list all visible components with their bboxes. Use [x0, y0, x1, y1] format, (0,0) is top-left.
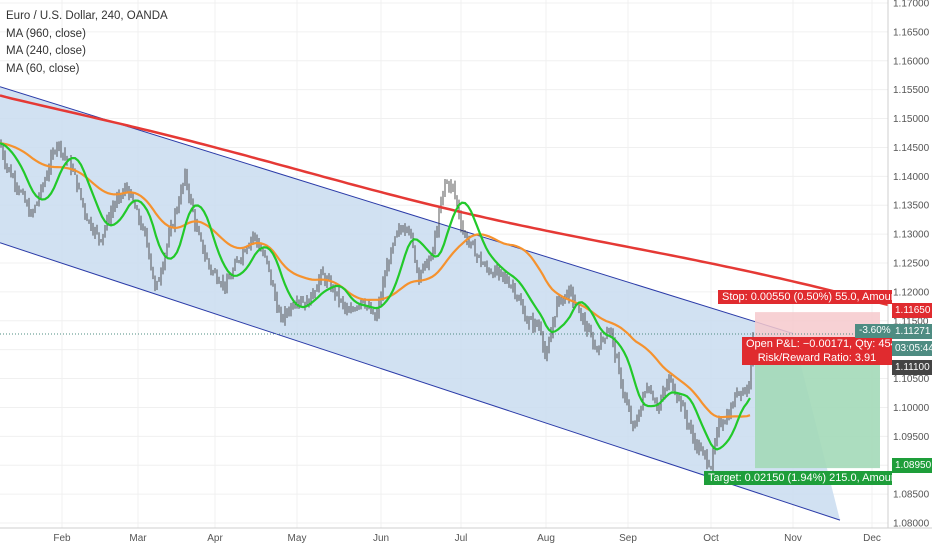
- y-tick-label: 1.13000: [893, 230, 930, 241]
- ma-960-line[interactable]: [0, 94, 889, 307]
- target-price-tag: 1.08950: [892, 458, 932, 473]
- target-label[interactable]: Target: 0.02150 (1.94%) 215.0, Amount: [704, 471, 892, 485]
- candles: [0, 139, 754, 473]
- open-pl-label[interactable]: Open P&L: −0.00171, Qty: 4545: [742, 337, 892, 351]
- legend-ma-60[interactable]: MA (60, close): [6, 62, 80, 75]
- stop-label[interactable]: Stop: 0.00550 (0.50%) 55.0, Amount: [718, 290, 892, 304]
- time-axis: Feb Mar Apr May Jun Jul Aug Sep Oct Nov Dec: [53, 533, 881, 544]
- y-tick-label: 1.17000: [893, 0, 930, 10]
- entry-price-tag: 1.11100: [892, 360, 932, 375]
- y-tick-label: 1.10500: [893, 374, 930, 385]
- x-tick-label: Jul: [455, 533, 468, 544]
- y-tick-label: 1.16000: [893, 56, 930, 67]
- ma-60-line[interactable]: [0, 142, 751, 451]
- risk-reward-label[interactable]: Risk/Reward Ratio: 3.91: [742, 351, 892, 365]
- y-tick-label: 1.16500: [893, 27, 930, 38]
- chart-legend: Euro / U.S. Dollar, 240, OANDA MA (960, …: [6, 8, 168, 78]
- x-tick-label: Feb: [53, 533, 71, 544]
- x-tick-label: Jun: [373, 533, 389, 544]
- y-tick-label: 1.11500: [893, 316, 929, 327]
- ma-240-line[interactable]: [0, 142, 751, 419]
- countdown-tag: 03:05:44: [892, 341, 932, 356]
- x-tick-label: Mar: [129, 533, 147, 544]
- stop-price-tag: 1.11650: [892, 303, 932, 318]
- legend-ma-960[interactable]: MA (960, close): [6, 27, 86, 40]
- y-tick-label: 1.13500: [893, 201, 930, 212]
- parallel-channel[interactable]: [0, 86, 840, 521]
- y-tick-label: 1.10000: [893, 403, 930, 414]
- y-tick-label: 1.08000: [893, 519, 930, 530]
- y-tick-label: 1.14000: [893, 172, 930, 183]
- x-tick-label: Nov: [784, 533, 802, 544]
- y-tick-label: 1.09500: [893, 432, 930, 443]
- y-tick-label: 1.12500: [893, 259, 930, 270]
- percent-change-label: -3.60%: [855, 324, 895, 338]
- y-tick-label: 1.08500: [893, 490, 930, 501]
- y-tick-label: 1.15000: [893, 114, 930, 125]
- price-axis: 1.17000 1.16500 1.16000 1.15500 1.15000 1.145…: [893, 0, 930, 530]
- current-price-tag: 1.11271: [892, 324, 932, 339]
- legend-ma-240[interactable]: MA (240, close): [6, 45, 86, 57]
- x-tick-label: Aug: [537, 533, 555, 544]
- x-tick-label: May: [288, 533, 307, 544]
- x-tick-label: Oct: [703, 533, 719, 544]
- y-tick-label: 1.15500: [893, 85, 930, 96]
- y-tick-label: 1.14500: [893, 143, 930, 154]
- channel-lower-line[interactable]: [0, 242, 841, 521]
- x-tick-label: Dec: [863, 533, 881, 544]
- legend-symbol[interactable]: Euro / U.S. Dollar, 240, OANDA: [6, 10, 168, 22]
- x-tick-label: Sep: [619, 533, 637, 544]
- x-tick-label: Apr: [207, 533, 223, 544]
- y-tick-label: 1.12000: [893, 287, 930, 298]
